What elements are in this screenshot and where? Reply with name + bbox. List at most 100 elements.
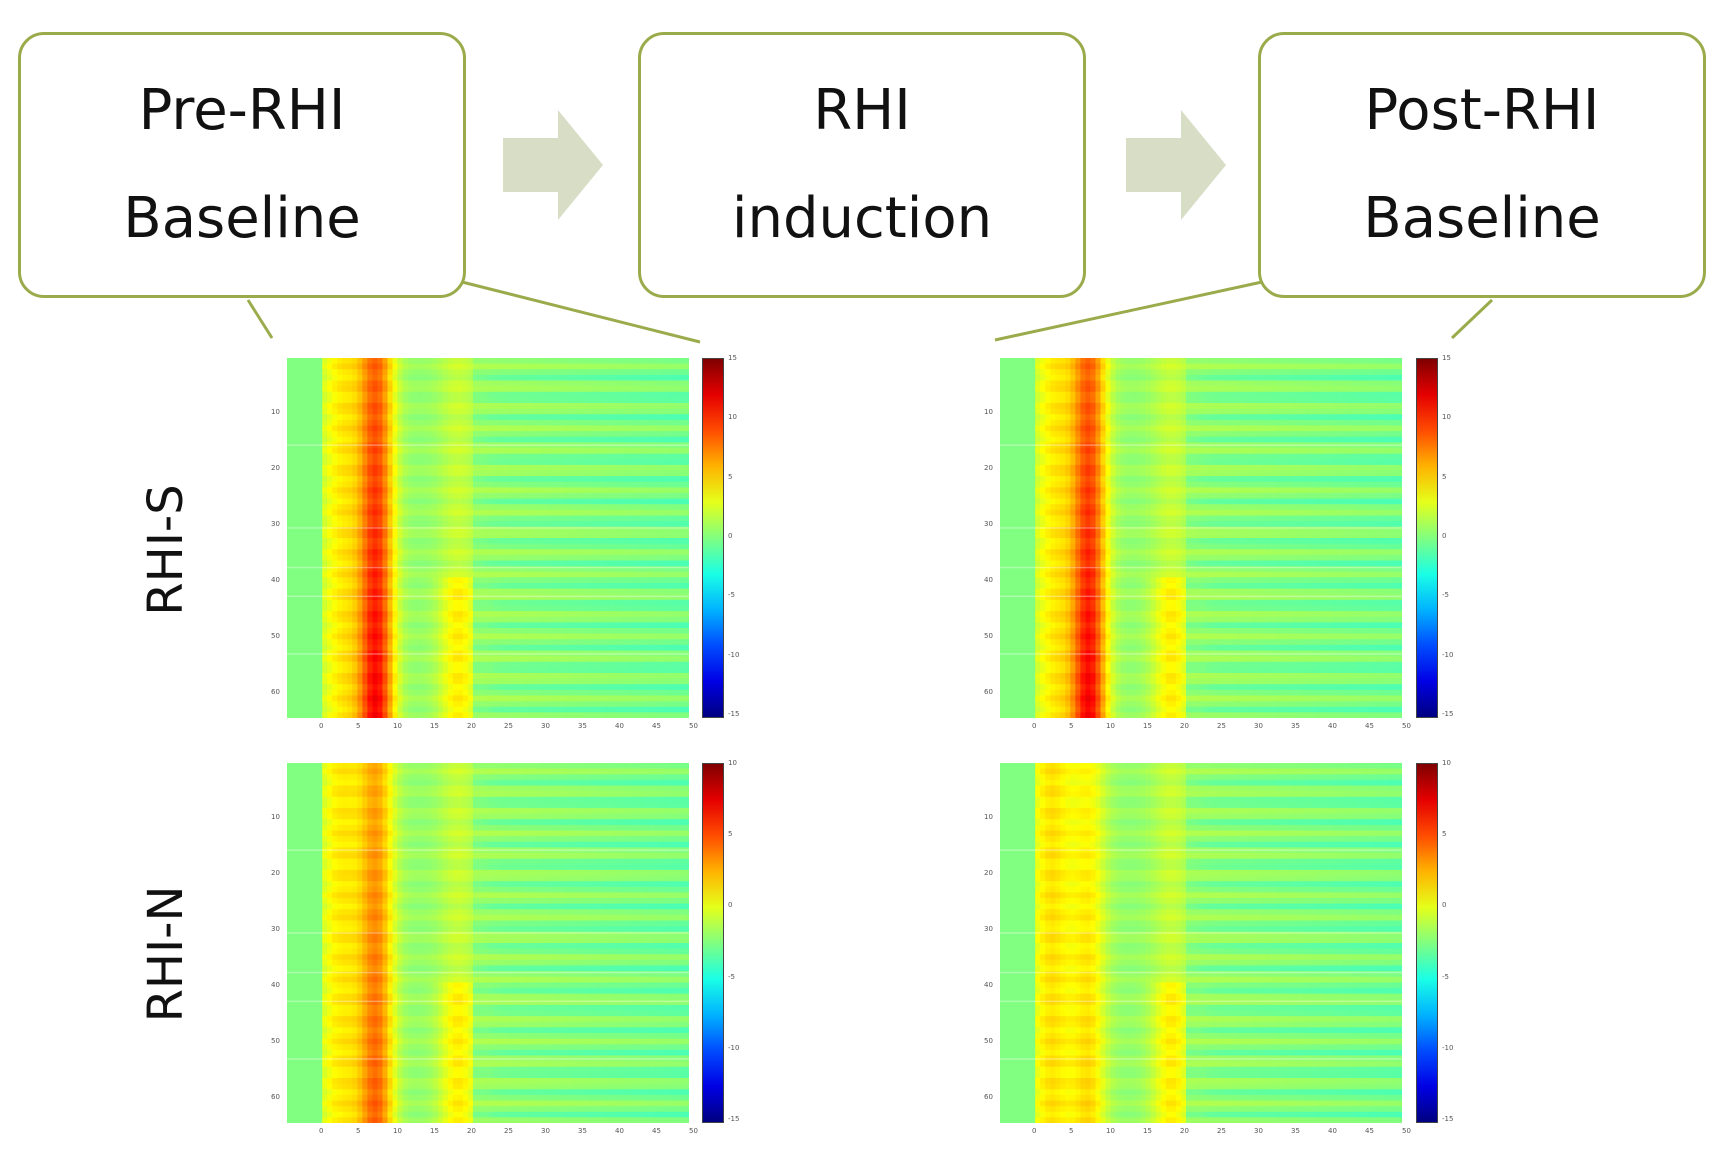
colorbar-tick-label: 10 <box>728 759 737 767</box>
colorbar-tick-label: -10 <box>1442 651 1453 659</box>
stage-line: Pre-RHI <box>139 57 346 165</box>
colorbar-tick-label: 0 <box>728 901 732 909</box>
colorbar-tick-label: -5 <box>1442 973 1449 981</box>
stage-line: RHI <box>813 57 911 165</box>
y-tick-label: 60 <box>271 688 280 696</box>
x-tick-label: 0 <box>319 1127 323 1135</box>
y-tick-label: 40 <box>984 981 993 989</box>
y-tick-label: 50 <box>271 632 280 640</box>
x-tick-label: 50 <box>689 1127 698 1135</box>
x-tick-label: 15 <box>1143 1127 1152 1135</box>
x-tick-label: 35 <box>1291 1127 1300 1135</box>
x-tick-label: 40 <box>1328 722 1337 730</box>
y-tick-label: 20 <box>271 869 280 877</box>
colorbar-tick-label: 15 <box>728 354 737 362</box>
y-tick-label: 40 <box>271 576 280 584</box>
y-tick-label: 10 <box>984 408 993 416</box>
y-tick-label: 10 <box>271 813 280 821</box>
x-tick-label: 45 <box>1365 722 1374 730</box>
colorbar-tick-label: -10 <box>728 1044 739 1052</box>
x-tick-label: 20 <box>467 722 476 730</box>
y-tick-label: 50 <box>271 1037 280 1045</box>
x-tick-label: 35 <box>578 722 587 730</box>
x-tick-label: 40 <box>615 1127 624 1135</box>
x-tick-label: 45 <box>1365 1127 1374 1135</box>
x-tick-label: 40 <box>1328 1127 1337 1135</box>
row-label-rhi-n: RHI-N <box>138 854 194 1054</box>
colorbar <box>1416 358 1438 718</box>
colorbar-tick-label: 5 <box>1442 473 1446 481</box>
colorbar-tick-label: 0 <box>728 532 732 540</box>
x-tick-label: 0 <box>319 722 323 730</box>
stage-box-pre-rhi-baseline: Pre-RHI Baseline <box>18 32 466 298</box>
heatmap <box>1000 763 1402 1123</box>
colorbar-tick-label: 10 <box>728 413 737 421</box>
colorbar-tick-label: 10 <box>1442 759 1451 767</box>
y-tick-label: 10 <box>984 813 993 821</box>
colorbar-tick-label: -10 <box>1442 1044 1453 1052</box>
right-arrow-icon <box>503 110 603 220</box>
stage-line: induction <box>732 165 992 273</box>
x-tick-label: 50 <box>1402 722 1411 730</box>
row-label-rhi-s: RHI-S <box>138 450 194 650</box>
y-tick-label: 50 <box>984 1037 993 1045</box>
y-tick-label: 10 <box>271 408 280 416</box>
colorbar-tick-label: 5 <box>728 473 732 481</box>
x-tick-label: 10 <box>393 722 402 730</box>
x-tick-label: 20 <box>467 1127 476 1135</box>
x-tick-label: 25 <box>504 1127 513 1135</box>
stage-box-post-rhi-baseline: Post-RHI Baseline <box>1258 32 1706 298</box>
colorbar-tick-label: -15 <box>728 1115 739 1123</box>
y-tick-label: 30 <box>984 520 993 528</box>
y-tick-label: 60 <box>271 1093 280 1101</box>
colorbar-tick-label: 5 <box>728 830 732 838</box>
x-tick-label: 0 <box>1032 722 1036 730</box>
x-tick-label: 10 <box>393 1127 402 1135</box>
x-tick-label: 30 <box>1254 1127 1263 1135</box>
x-tick-label: 0 <box>1032 1127 1036 1135</box>
stage-line: Baseline <box>1363 165 1600 273</box>
x-tick-label: 45 <box>652 1127 661 1135</box>
x-tick-label: 25 <box>1217 722 1226 730</box>
colorbar <box>1416 763 1438 1123</box>
y-tick-label: 60 <box>984 688 993 696</box>
stage-line: Baseline <box>123 165 360 273</box>
colorbar-tick-label: -15 <box>728 710 739 718</box>
x-tick-label: 5 <box>356 1127 360 1135</box>
colorbar-tick-label: 0 <box>1442 901 1446 909</box>
x-tick-label: 5 <box>1069 722 1073 730</box>
colorbar-tick-label: -15 <box>1442 1115 1453 1123</box>
x-tick-label: 30 <box>541 1127 550 1135</box>
x-tick-label: 35 <box>1291 722 1300 730</box>
x-tick-label: 35 <box>578 1127 587 1135</box>
colorbar-tick-label: -5 <box>728 591 735 599</box>
heatmap <box>1000 358 1402 718</box>
colorbar-tick-label: -5 <box>1442 591 1449 599</box>
x-tick-label: 20 <box>1180 1127 1189 1135</box>
colorbar <box>702 358 724 718</box>
y-tick-label: 20 <box>984 464 993 472</box>
x-tick-label: 30 <box>1254 722 1263 730</box>
stage-box-rhi-induction: RHI induction <box>638 32 1086 298</box>
x-tick-label: 40 <box>615 722 624 730</box>
x-tick-label: 45 <box>652 722 661 730</box>
right-arrow-icon <box>1126 110 1226 220</box>
x-tick-label: 15 <box>430 1127 439 1135</box>
y-tick-label: 60 <box>984 1093 993 1101</box>
x-tick-label: 25 <box>504 722 513 730</box>
x-tick-label: 30 <box>541 722 550 730</box>
x-tick-label: 25 <box>1217 1127 1226 1135</box>
x-tick-label: 20 <box>1180 722 1189 730</box>
stage-line: Post-RHI <box>1365 57 1600 165</box>
x-tick-label: 15 <box>430 722 439 730</box>
x-tick-label: 5 <box>356 722 360 730</box>
colorbar-tick-label: 5 <box>1442 830 1446 838</box>
x-tick-label: 15 <box>1143 722 1152 730</box>
heatmap <box>287 763 689 1123</box>
y-tick-label: 40 <box>984 576 993 584</box>
x-tick-label: 10 <box>1106 1127 1115 1135</box>
x-tick-label: 50 <box>689 722 698 730</box>
colorbar-tick-label: -15 <box>1442 710 1453 718</box>
y-tick-label: 50 <box>984 632 993 640</box>
